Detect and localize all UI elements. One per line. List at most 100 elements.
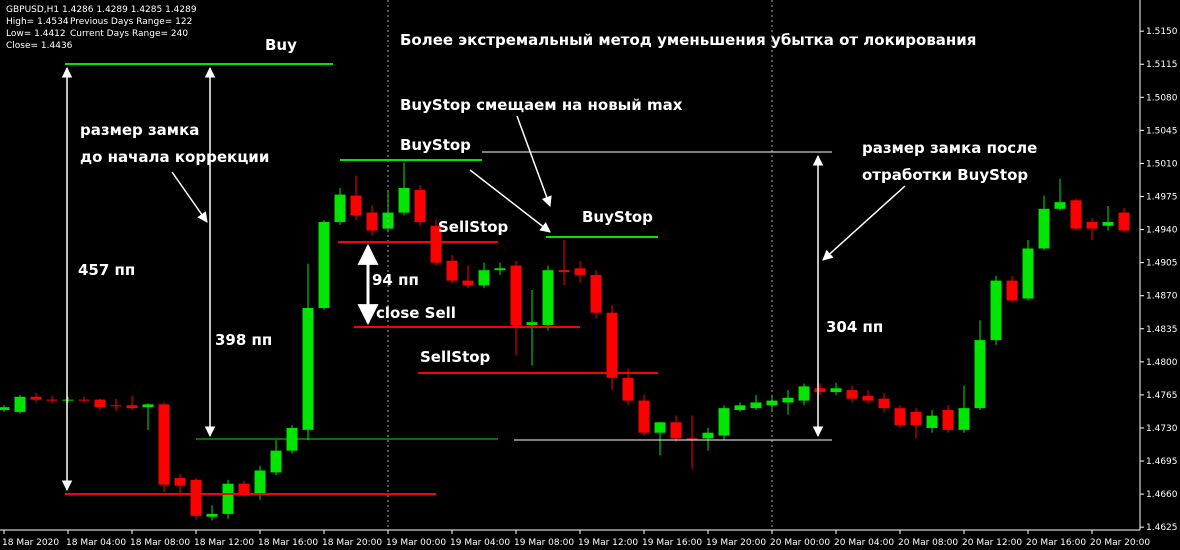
info-text: Previous Days Range= 122 [70,17,192,27]
pointer-arrow [516,115,552,207]
candle-body [798,386,810,401]
candle-body [926,415,938,428]
y-tick-label: 1.5080 [1146,93,1178,103]
candle-body [542,270,554,325]
annotation: SellStop [438,218,509,236]
x-tick-label: 20 Mar 20:00 [1090,538,1150,548]
x-tick-label: 18 Mar 20:00 [322,538,382,548]
candle-body [158,404,170,485]
pointer-arrow [822,185,906,261]
candle-body [1102,222,1114,226]
candle-body [414,189,426,223]
candle-body [702,432,714,439]
candle-body [1038,208,1050,249]
candle-body [222,483,234,514]
x-tick-label: 20 Mar 04:00 [834,538,894,548]
candle-body [958,408,970,430]
y-tick-label: 1.4695 [1146,457,1178,467]
candle-body [974,340,986,409]
candle-body [1006,280,1018,301]
candle-body [766,400,778,406]
candle-body [462,280,474,286]
annotation: BuyStop [400,136,471,154]
candle-body [206,513,218,517]
candle-body [238,483,250,495]
candle-body [894,408,906,426]
candle-body [110,405,122,407]
x-tick-label: 19 Mar 08:00 [514,538,574,548]
candle-body [446,260,458,281]
x-tick-label: 20 Mar 12:00 [962,538,1022,548]
candle-body [942,410,954,430]
x-tick-label: 20 Mar 16:00 [1026,538,1086,548]
x-tick-label: 19 Mar 16:00 [642,538,702,548]
y-tick-label: 1.4940 [1146,226,1178,236]
info-text: Current Days Range= 240 [70,29,188,39]
annotations: Buy Более экстремальный метод уменьшения… [78,31,1037,366]
y-tick-label: 1.4835 [1146,325,1178,335]
candle-body [830,388,842,393]
candle-body [190,479,202,516]
y-tick-label: 1.4800 [1146,358,1178,368]
candle-body [526,322,538,325]
info-text: GBPUSD,H1 1.4286 1.4289 1.4285 1.4289 [6,5,197,15]
x-tick-label: 20 Mar 00:00 [770,538,830,548]
x-tick-label: 18 Mar 16:00 [258,538,318,548]
info-text: Low= 1.4412 [6,29,66,39]
candle-body [0,407,10,411]
candle-body [510,265,522,325]
y-tick-label: 1.4905 [1146,259,1178,269]
candle-body [622,377,634,401]
annotation: BuyStop [582,208,653,226]
candle-body [1054,202,1066,209]
y-tick-label: 1.4975 [1146,193,1178,203]
annotation: SellStop [420,348,491,366]
candle-body [1070,200,1082,229]
annotation: до начала коррекции [80,148,269,166]
annotation: размер замка после [862,139,1037,157]
pointer-arrow [469,169,551,233]
candle-body [126,405,138,409]
candle-body [62,399,74,401]
candle-body [302,307,314,430]
candle-body [14,396,26,412]
y-tick-label: 1.5045 [1146,126,1178,136]
candle-body [494,268,506,271]
x-tick-label: 18 Mar 08:00 [130,538,190,548]
candle-body [718,408,730,436]
candle-body [334,194,346,223]
y-tick-label: 1.5115 [1146,60,1178,70]
annotation: BuyStop смещаем на новый max [400,96,683,114]
candle-body [590,274,602,313]
y-tick-label: 1.4765 [1146,391,1178,401]
candle-body [670,422,682,439]
x-tick-label: 19 Mar 20:00 [706,538,766,548]
annotation: 398 пп [215,331,272,349]
annotation: Buy [265,36,297,54]
candle-body [270,450,282,473]
candle-body [30,396,42,400]
candle-body [78,399,90,401]
y-tick-label: 1.4870 [1146,292,1178,302]
x-tick-label: 18 Mar 12:00 [194,538,254,548]
candle-body [366,212,378,231]
candle-body [782,397,794,403]
pointer-arrow [171,171,208,223]
x-tick-label: 19 Mar 12:00 [578,538,638,548]
x-tick-label: 18 Mar 04:00 [66,538,126,548]
annotation: отработки BuyStop [862,166,1028,184]
y-tick-label: 1.4730 [1146,424,1178,434]
x-tick-label: 20 Mar 08:00 [898,538,958,548]
info-text: High= 1.4534 [6,17,69,27]
candle-body [142,404,154,408]
annotation: 94 пп [372,271,419,289]
candle-body [254,470,266,495]
candle-body [814,388,826,393]
candle-body [398,188,410,213]
candle-body [318,222,330,308]
candle-body [606,312,618,378]
plot-area [0,162,1130,521]
candle-body [94,399,106,408]
info-text: Close= 1.4436 [6,41,73,51]
